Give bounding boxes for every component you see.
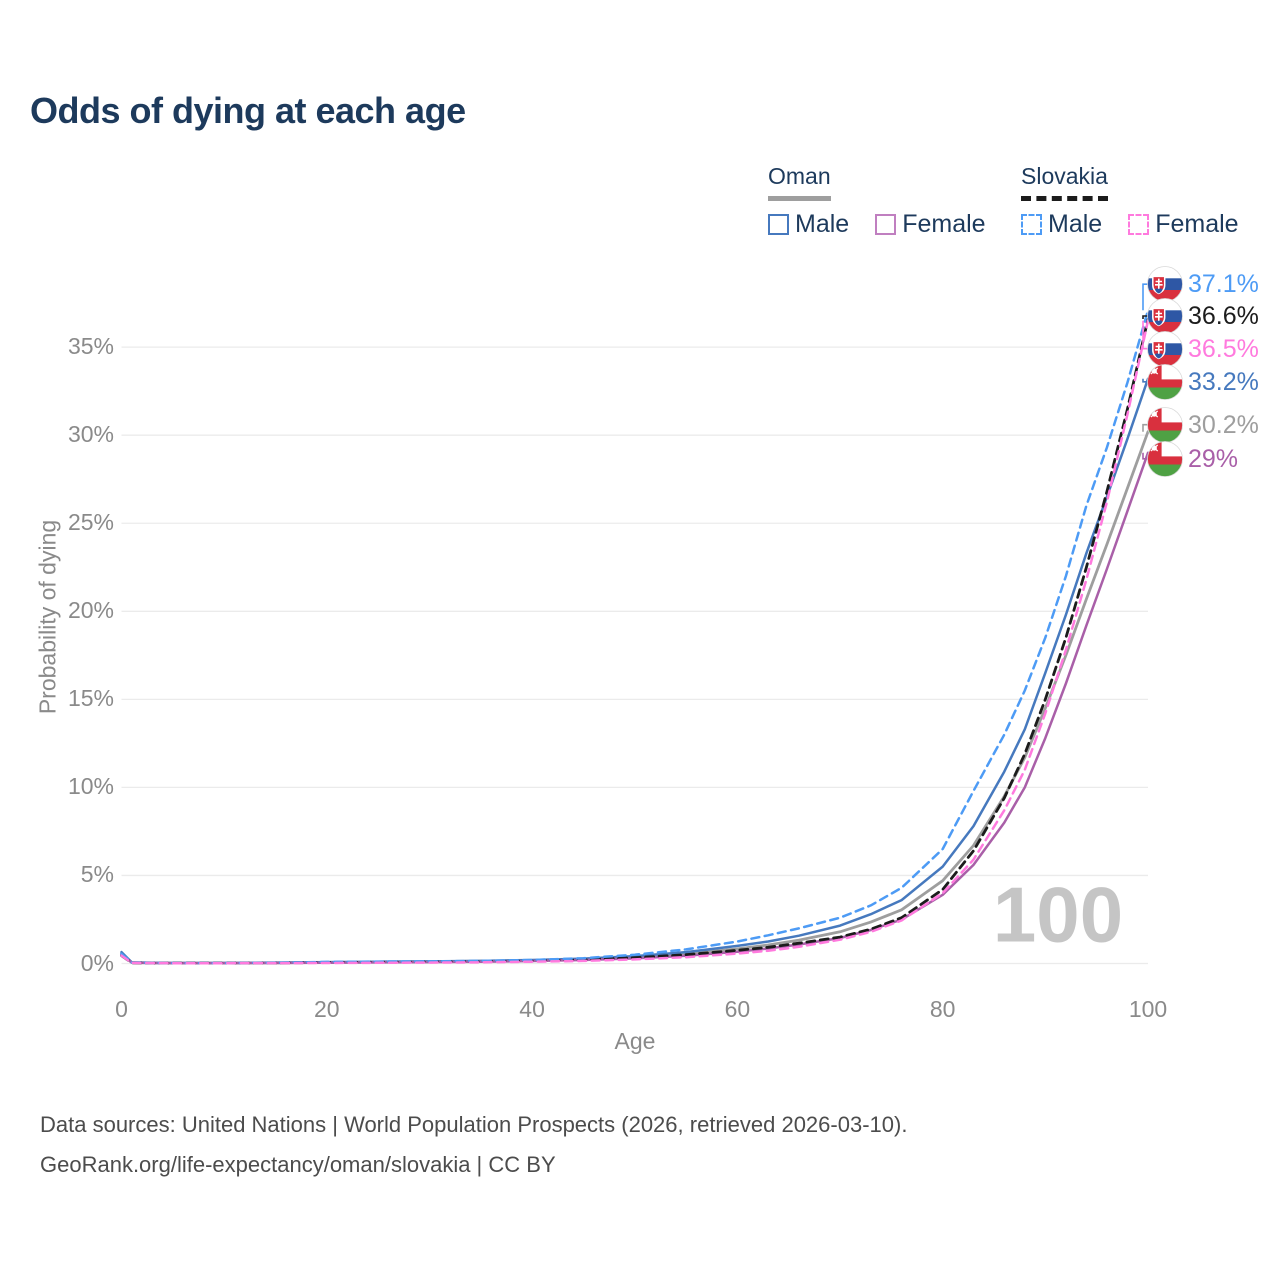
end-label-oman-female: 29% [1147,440,1239,477]
flag-oman-icon [1147,363,1183,400]
legend-swatch-slovakia-male [1021,214,1042,235]
end-label-value: 36.6% [1188,301,1259,330]
legend-row-oman: Male Female [768,210,986,239]
legend-country-slovakia[interactable]: Slovakia [1021,163,1239,201]
x-tick-label: 80 [929,996,956,1022]
legend-entry-slovakia-male[interactable]: Male [1021,210,1102,239]
flag-slovakia-icon [1147,330,1183,367]
flag-oman-icon [1147,406,1183,443]
y-tick-label: 0% [80,949,114,976]
end-label-oman-male: 33.2% [1147,363,1259,400]
end-label-slovakia-both-sexes: 36.6% [1147,298,1259,334]
legend-country-oman-label: Oman [768,163,831,201]
end-label-slovakia-male: 37.1% [1147,266,1259,303]
end-label-value: 30.2% [1188,410,1259,439]
y-tick-label: 15% [67,685,114,712]
source-line-1: Data sources: United Nations | World Pop… [40,1112,908,1137]
legend-group-oman: Oman Male Female [768,163,986,239]
x-axis-title: Age [614,1028,656,1054]
end-label-value: 33.2% [1188,367,1259,396]
legend-label-oman-female: Female [902,210,986,238]
series-line-slovakia-male[interactable] [120,308,1150,965]
end-label-value: 29% [1188,444,1239,473]
y-tick-label: 35% [67,333,114,360]
y-tick-label: 30% [67,421,114,448]
x-tick-label: 0 [115,996,128,1022]
source-line-2: GeoRank.org/life-expectancy/oman/slovaki… [40,1152,556,1177]
legend-entry-oman-female[interactable]: Female [875,210,986,239]
legend-label-oman-male: Male [795,210,850,238]
legend-entry-slovakia-female[interactable]: Female [1128,210,1239,239]
source-attribution: Data sources: United Nations | World Pop… [40,1105,907,1185]
end-label-value: 36.5% [1188,334,1259,363]
series-line-slovakia-female[interactable] [120,319,1150,965]
gridlines [121,346,1148,965]
end-label-slovakia-female: 36.5% [1147,330,1259,367]
legend-group-slovakia: Slovakia Male Female [1021,163,1239,239]
legend-country-oman[interactable]: Oman [768,163,986,201]
page-title: Odds of dying at each age [30,90,466,131]
legend-entry-oman-male[interactable]: Male [768,210,849,239]
legend-label-slovakia-female: Female [1155,210,1239,238]
legend-row-slovakia: Male Female [1021,210,1239,239]
x-tick-label: 100 [1128,996,1168,1022]
series-line-oman-both-sexes[interactable] [120,430,1150,965]
legend-label-slovakia-male: Male [1048,210,1103,238]
series-line-oman-female[interactable] [120,451,1150,965]
legend-swatch-oman-male [768,214,789,235]
flag-slovakia-icon [1147,298,1183,334]
legend-swatch-slovakia-female [1128,214,1150,235]
series-line-slovakia-both-sexes[interactable] [120,317,1150,965]
y-tick-label: 25% [67,509,114,536]
x-tick-label: 40 [519,996,545,1022]
y-tick-label: 20% [67,597,114,624]
end-label-oman-both-sexes: 30.2% [1147,406,1259,443]
x-tick-label: 60 [724,996,751,1022]
legend-swatch-oman-female [875,214,897,235]
flag-slovakia-icon [1147,266,1183,303]
y-tick-label: 5% [80,861,114,888]
age-watermark: 100 [992,870,1124,959]
legend-country-slovakia-label: Slovakia [1021,163,1108,201]
y-tick-label: 10% [67,773,114,800]
flag-oman-icon [1147,440,1183,477]
x-tick-label: 20 [314,996,340,1022]
end-label-value: 37.1% [1188,270,1259,299]
